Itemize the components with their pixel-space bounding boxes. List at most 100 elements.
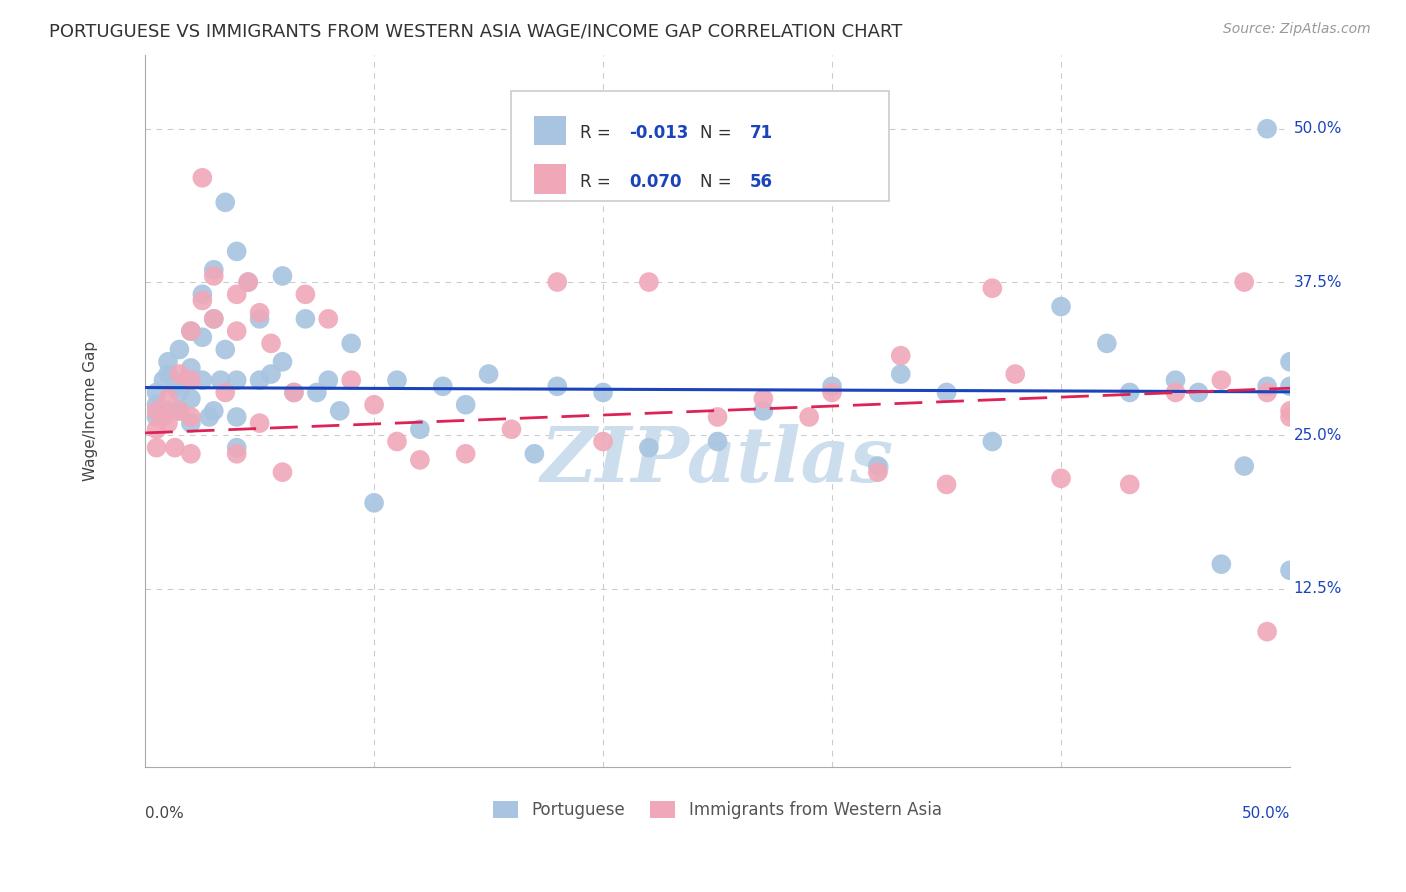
Point xyxy=(169,404,191,418)
Point xyxy=(176,373,198,387)
Point xyxy=(1211,373,1233,387)
Point xyxy=(1256,624,1278,639)
Point xyxy=(799,409,821,424)
Point xyxy=(1233,275,1256,289)
Point xyxy=(214,195,236,210)
Text: 71: 71 xyxy=(749,125,773,143)
Point xyxy=(1187,385,1209,400)
Point xyxy=(191,170,214,185)
Point xyxy=(1279,409,1302,424)
Point xyxy=(1164,385,1187,400)
Point xyxy=(752,404,775,418)
Point xyxy=(202,262,225,277)
Point xyxy=(225,373,247,387)
Point xyxy=(523,447,546,461)
Point xyxy=(156,404,179,418)
Point xyxy=(592,434,614,449)
Point xyxy=(706,409,728,424)
Point xyxy=(260,336,283,351)
Point xyxy=(432,379,454,393)
Point xyxy=(214,343,236,357)
Point xyxy=(236,275,259,289)
Point xyxy=(546,379,568,393)
Text: -0.013: -0.013 xyxy=(630,125,689,143)
Point xyxy=(316,373,339,387)
Point xyxy=(385,373,408,387)
Text: 50.0%: 50.0% xyxy=(1241,805,1291,821)
Point xyxy=(1095,336,1118,351)
Point xyxy=(169,404,191,418)
Point xyxy=(214,385,236,400)
Point xyxy=(1256,121,1278,136)
Point xyxy=(202,404,225,418)
Point xyxy=(145,385,167,400)
Point xyxy=(152,409,174,424)
Point xyxy=(225,447,247,461)
Point xyxy=(1279,355,1302,369)
Point xyxy=(1119,477,1142,491)
Point xyxy=(169,343,191,357)
Point xyxy=(249,311,271,326)
Point xyxy=(752,392,775,406)
Text: N =: N = xyxy=(700,173,737,191)
Point xyxy=(191,293,214,308)
Text: 37.5%: 37.5% xyxy=(1294,275,1341,290)
Point xyxy=(501,422,523,436)
Point xyxy=(1256,385,1278,400)
Point xyxy=(260,367,283,381)
Point xyxy=(225,287,247,301)
Point xyxy=(163,441,186,455)
FancyBboxPatch shape xyxy=(534,116,567,145)
Point xyxy=(271,355,294,369)
Point xyxy=(454,398,477,412)
Point xyxy=(294,311,316,326)
Point xyxy=(935,477,957,491)
Point xyxy=(145,398,167,412)
Point xyxy=(180,447,202,461)
Text: Wage/Income Gap: Wage/Income Gap xyxy=(83,341,97,481)
Point xyxy=(225,409,247,424)
Point xyxy=(890,367,912,381)
Point xyxy=(305,385,328,400)
Point xyxy=(1279,404,1302,418)
Point xyxy=(316,311,339,326)
Point xyxy=(198,409,221,424)
Point xyxy=(1279,563,1302,577)
Point xyxy=(592,385,614,400)
Point xyxy=(202,268,225,283)
Point xyxy=(225,244,247,259)
Text: 25.0%: 25.0% xyxy=(1294,428,1341,443)
Point xyxy=(225,441,247,455)
Point xyxy=(180,409,202,424)
Point xyxy=(477,367,499,381)
Text: Source: ZipAtlas.com: Source: ZipAtlas.com xyxy=(1223,22,1371,37)
Point xyxy=(209,373,232,387)
Point xyxy=(191,373,214,387)
Text: PORTUGUESE VS IMMIGRANTS FROM WESTERN ASIA WAGE/INCOME GAP CORRELATION CHART: PORTUGUESE VS IMMIGRANTS FROM WESTERN AS… xyxy=(49,22,903,40)
Point xyxy=(935,385,957,400)
Point xyxy=(981,434,1004,449)
Text: 0.0%: 0.0% xyxy=(145,805,184,821)
Point xyxy=(866,465,889,479)
Point xyxy=(169,385,191,400)
Point xyxy=(294,287,316,301)
Point xyxy=(283,385,305,400)
Point xyxy=(637,275,659,289)
Point xyxy=(409,422,432,436)
Point xyxy=(1279,379,1302,393)
Point xyxy=(152,373,174,387)
Point xyxy=(821,385,844,400)
Point xyxy=(191,330,214,344)
Point xyxy=(546,275,568,289)
Point xyxy=(637,441,659,455)
Point xyxy=(202,311,225,326)
Point xyxy=(271,465,294,479)
Point xyxy=(340,373,363,387)
Point xyxy=(340,336,363,351)
Point xyxy=(180,360,202,375)
Point xyxy=(409,453,432,467)
Point xyxy=(1004,367,1026,381)
Point xyxy=(163,379,186,393)
Text: R =: R = xyxy=(581,125,616,143)
Point xyxy=(271,268,294,283)
